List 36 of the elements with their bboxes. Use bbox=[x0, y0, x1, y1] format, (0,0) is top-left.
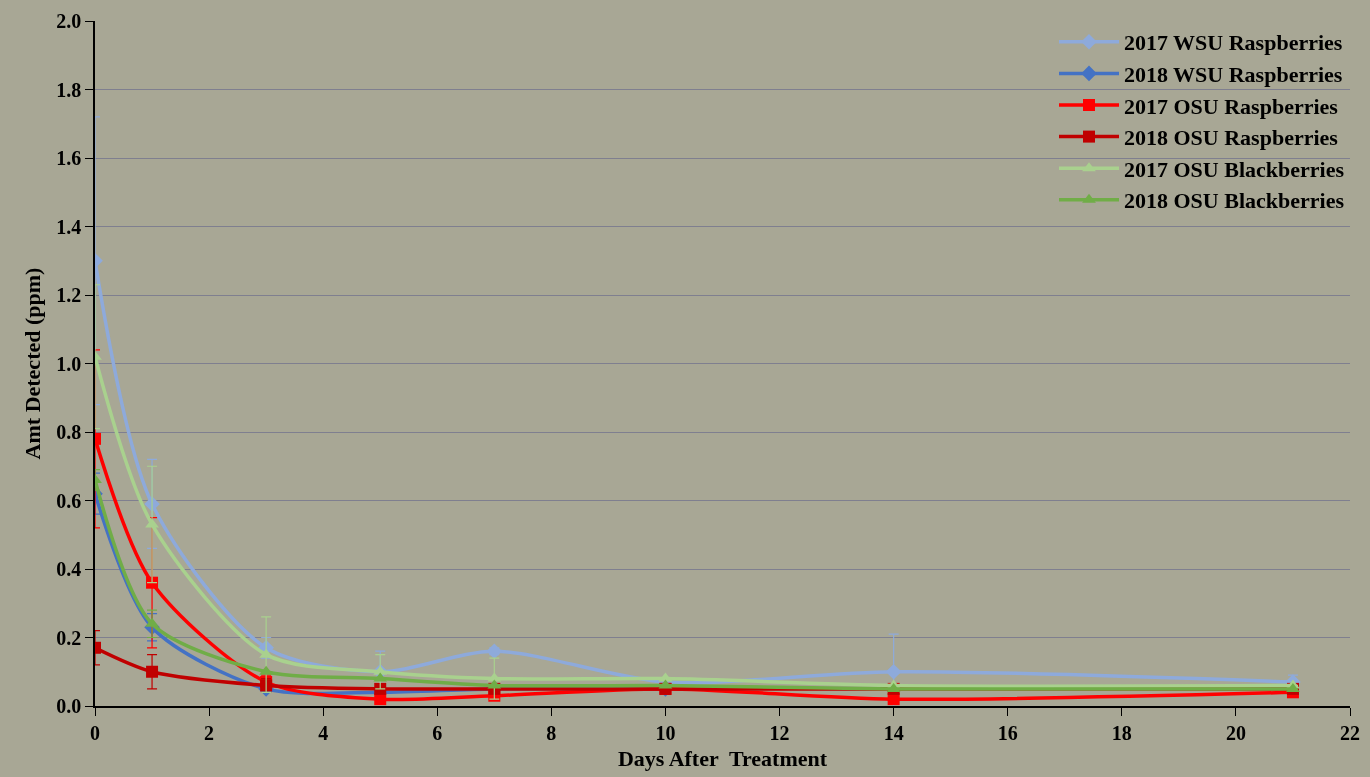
x-tick-label: 8 bbox=[546, 721, 557, 744]
legend-label: 2017 OSU Blackberries bbox=[1124, 156, 1345, 182]
point bbox=[486, 643, 503, 659]
point bbox=[145, 518, 159, 528]
x-tick-label: 12 bbox=[769, 721, 790, 744]
legend-label: 2018 OSU Raspberries bbox=[1124, 125, 1339, 151]
legend-label: 2018 OSU Blackberries bbox=[1124, 188, 1345, 214]
y-tick-label: 1.0 bbox=[56, 352, 82, 375]
y-tick-label: 1.8 bbox=[56, 78, 82, 101]
point bbox=[146, 665, 159, 678]
x-tick-label: 6 bbox=[432, 721, 443, 744]
x-tick-label: 16 bbox=[997, 721, 1018, 744]
y-axis-title: Amt Detected (ppm) bbox=[19, 267, 45, 460]
point bbox=[885, 663, 902, 680]
x-tick-label: 0 bbox=[90, 721, 100, 744]
x-tick-label: 10 bbox=[655, 721, 676, 744]
legend-label: 2017 WSU Raspberries bbox=[1124, 30, 1343, 56]
x-tick-label: 22 bbox=[1340, 721, 1360, 744]
y-tick-label: 0.0 bbox=[56, 695, 82, 717]
x-tick-label: 18 bbox=[1111, 721, 1132, 744]
y-tick-label: 1.4 bbox=[56, 215, 82, 238]
y-tick-label: 0.6 bbox=[56, 489, 82, 512]
y-tick-label: 0.2 bbox=[56, 626, 82, 649]
point bbox=[145, 617, 159, 627]
x-tick-label: 4 bbox=[318, 721, 329, 744]
y-tick-label: 2.0 bbox=[56, 10, 82, 32]
x-tick-label: 2 bbox=[204, 721, 215, 744]
x-tick-label: 20 bbox=[1225, 721, 1246, 744]
x-tick-label: 14 bbox=[883, 721, 904, 744]
y-tick-label: 1.2 bbox=[56, 284, 82, 306]
y-tick-label: 0.8 bbox=[56, 421, 82, 443]
x-axis-title: Days After Treatment bbox=[617, 746, 828, 772]
legend-label: 2017 OSU Raspberries bbox=[1124, 93, 1339, 119]
y-tick-label: 0.4 bbox=[56, 558, 82, 580]
legend-label: 2018 WSU Raspberries bbox=[1124, 61, 1343, 87]
y-tick-label: 1.6 bbox=[56, 147, 82, 169]
